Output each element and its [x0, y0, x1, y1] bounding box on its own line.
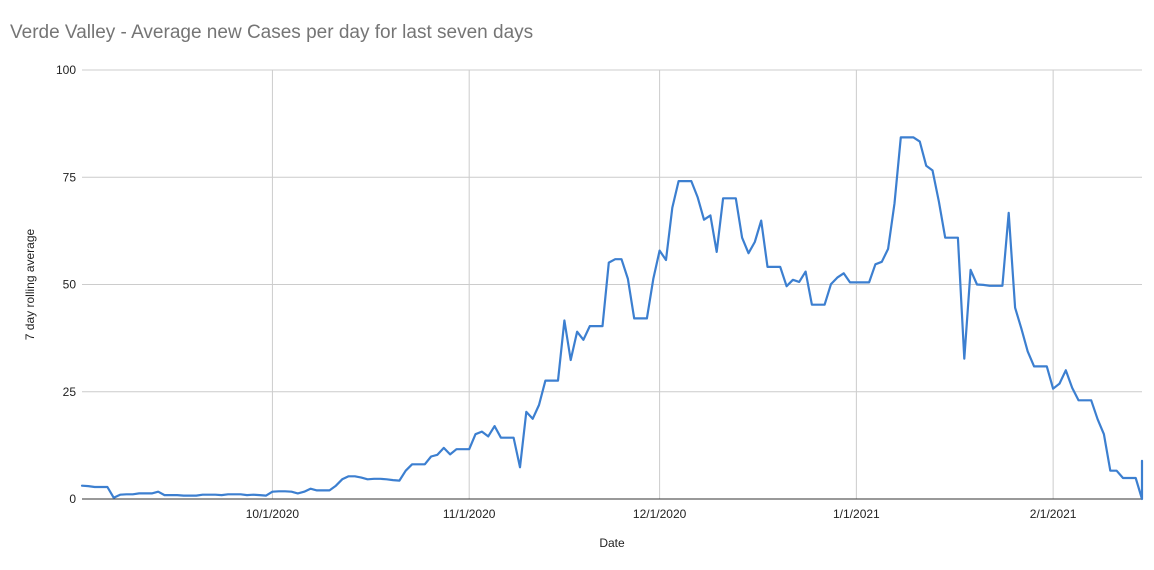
x-tick-label: 11/1/2020 [443, 507, 496, 521]
chart-title: Verde Valley - Average new Cases per day… [10, 22, 534, 43]
grid-lines [82, 69, 1142, 499]
x-tick-label: 12/1/2020 [633, 507, 687, 521]
y-tick-label: 50 [63, 278, 77, 292]
series-layer [80, 136, 1144, 501]
x-tick-label: 1/1/2021 [833, 507, 880, 521]
y-axis-title: 7 day rolling average [23, 228, 37, 340]
y-tick-label: 75 [63, 170, 77, 184]
x-tick-label: 10/1/2020 [246, 507, 300, 521]
y-tick-label: 0 [69, 492, 76, 506]
y-tick-label: 25 [63, 385, 77, 399]
x-tick-label: 2/1/2021 [1030, 507, 1077, 521]
series-line [80, 136, 1144, 501]
y-tick-label: 100 [56, 63, 76, 77]
y-axis-ticks: 0 25 50 75 100 [56, 63, 76, 506]
x-axis-ticks: 10/1/2020 11/1/2020 12/1/2020 1/1/2021 2/1/2… [246, 507, 1077, 521]
x-axis-title: Date [599, 536, 625, 550]
